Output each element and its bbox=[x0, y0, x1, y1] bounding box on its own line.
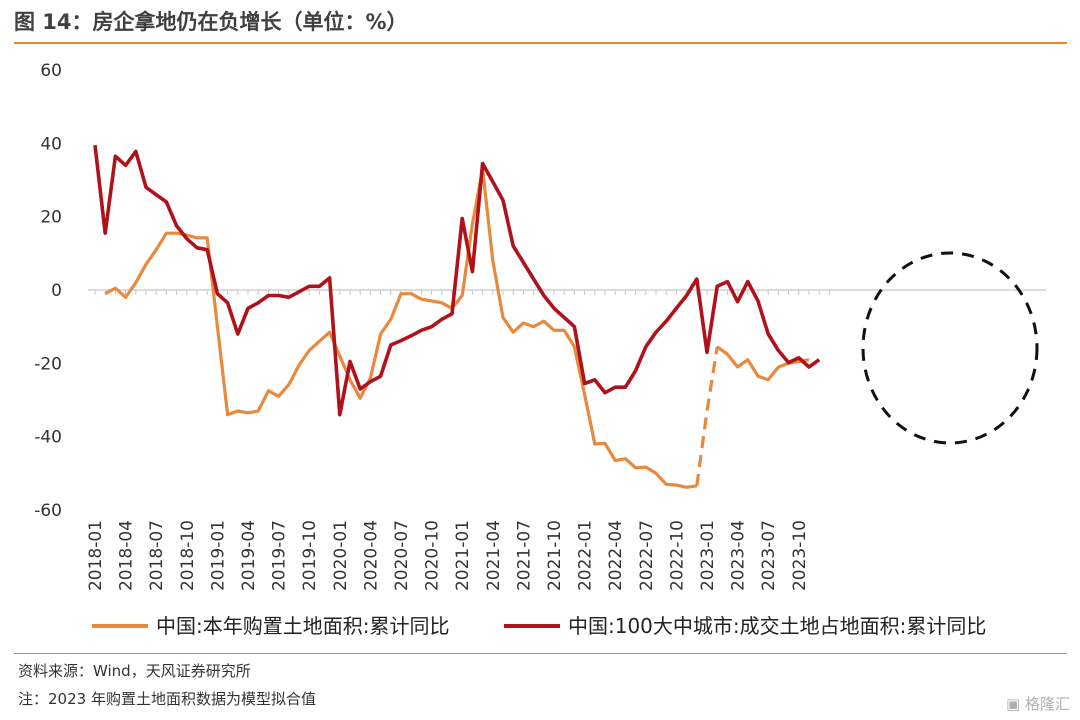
x-tick-label: 2020-01 bbox=[331, 520, 351, 591]
x-tick-label: 2023-10 bbox=[790, 520, 810, 591]
x-tick-label: 2021-10 bbox=[545, 520, 565, 591]
x-tick-label: 2021-07 bbox=[514, 520, 534, 591]
highlight-circle bbox=[861, 251, 1039, 445]
x-tick-label: 2018-01 bbox=[86, 520, 106, 591]
chart-title: 图 14：房企拿地仍在负增长（单位：%） bbox=[14, 10, 408, 34]
source-text: 资料来源：Wind，天风证券研究所 bbox=[18, 662, 251, 680]
title-rule bbox=[14, 42, 1067, 44]
x-tick-label: 2022-04 bbox=[606, 520, 626, 591]
y-tick-label: -60 bbox=[34, 501, 62, 521]
x-tick-label: 2018-04 bbox=[117, 520, 137, 591]
x-tick-label: 2019-10 bbox=[300, 520, 320, 591]
x-tick-label: 2022-10 bbox=[667, 520, 687, 591]
x-axis: 2018-01 2018-04 2018-07 2018-10 2019-01 2019-… bbox=[86, 289, 1046, 591]
legend-label-2: 中国:100大中城市:成交土地占地面积:累计同比 bbox=[568, 614, 986, 638]
y-tick-label: 60 bbox=[40, 61, 62, 81]
x-tick-label: 2020-07 bbox=[392, 520, 412, 591]
series-2-line bbox=[93, 144, 821, 417]
x-tick-label: 2023-07 bbox=[759, 520, 779, 591]
footer-rule bbox=[14, 653, 1067, 654]
x-tick-label: 2021-04 bbox=[484, 520, 504, 591]
x-tick-label: 2019-01 bbox=[208, 520, 228, 591]
y-tick-label: 20 bbox=[40, 208, 62, 228]
y-axis-ticks: 60 40 20 0 -20 -40 -60 bbox=[34, 61, 62, 521]
x-tick-label: 2018-10 bbox=[178, 520, 198, 591]
legend-label-1: 中国:本年购置土地面积:累计同比 bbox=[156, 614, 449, 638]
x-tick-label: 2018-07 bbox=[147, 520, 167, 591]
watermark-logo: ▣ 格隆汇 bbox=[1006, 695, 1070, 713]
y-tick-label: 0 bbox=[51, 281, 62, 301]
note-text: 注：2023 年购置土地面积数据为模型拟合值 bbox=[18, 690, 316, 708]
y-tick-label: -20 bbox=[34, 354, 62, 374]
x-tick-label: 2023-04 bbox=[729, 520, 749, 591]
series-1-line-solid-a bbox=[104, 167, 698, 489]
series-layer bbox=[93, 144, 821, 489]
x-tick-label: 2019-07 bbox=[270, 520, 290, 591]
y-tick-label: -40 bbox=[34, 428, 62, 448]
y-tick-label: 40 bbox=[40, 134, 62, 154]
x-tick-label: 2020-10 bbox=[423, 520, 443, 591]
x-tick-label: 2022-07 bbox=[637, 520, 657, 591]
x-tick-label: 2023-01 bbox=[698, 520, 718, 591]
x-tick-label: 2019-04 bbox=[239, 520, 259, 591]
x-tick-label: 2021-01 bbox=[453, 520, 473, 591]
series-1-line-dashed bbox=[695, 346, 719, 487]
series-1-line-solid-b bbox=[716, 345, 810, 382]
legend: 中国:本年购置土地面积:累计同比 中国:100大中城市:成交土地占地面积:累计同比 bbox=[92, 614, 986, 638]
x-tick-label: 2020-04 bbox=[361, 520, 381, 591]
x-tick-label: 2022-01 bbox=[576, 520, 596, 591]
